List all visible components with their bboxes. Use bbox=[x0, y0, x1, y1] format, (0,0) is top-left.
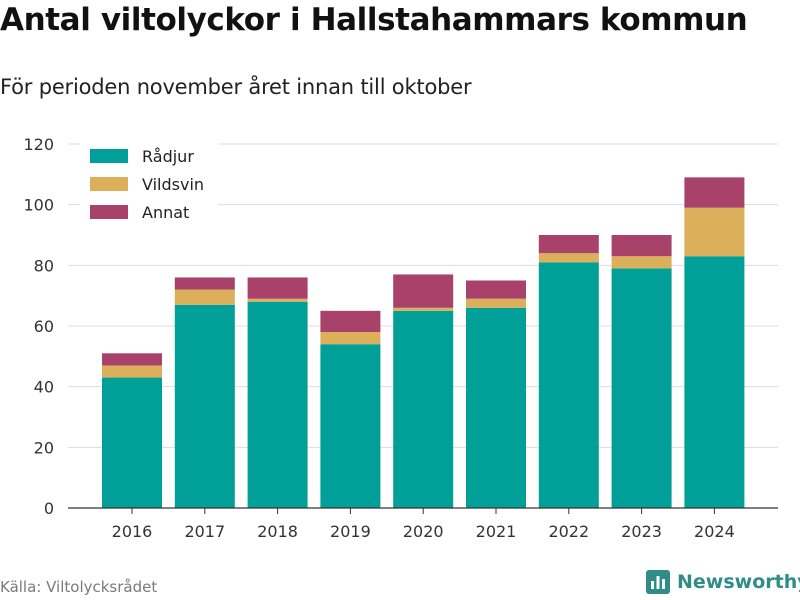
bar-segment-vildsvin-2018 bbox=[247, 298, 308, 302]
bar-segment-rådjur-2020 bbox=[393, 310, 454, 508]
legend-label: Annat bbox=[142, 203, 189, 222]
x-tick-label: 2020 bbox=[403, 522, 444, 541]
x-axis-ticks: 2016 2017 2018 2019 2020 2021 2022 2023 2024 bbox=[112, 508, 735, 541]
x-tick-label: 2024 bbox=[694, 522, 735, 541]
bar-segment-rådjur-2021 bbox=[466, 307, 526, 508]
bar-segment-annat-2017 bbox=[174, 277, 235, 290]
chart-title: Antal viltolyckor i Hallstahammars kommu… bbox=[0, 2, 748, 38]
bar-segment-vildsvin-2022 bbox=[538, 253, 599, 263]
y-tick-label: 120 bbox=[23, 135, 54, 154]
x-tick-label: 2021 bbox=[476, 522, 517, 541]
bar-segment-vildsvin-2016 bbox=[102, 365, 162, 378]
legend: Rådjur Vildsvin Annat bbox=[80, 140, 218, 228]
bar-segment-vildsvin-2023 bbox=[611, 256, 672, 269]
legend-label: Vildsvin bbox=[142, 175, 204, 194]
bar-segment-vildsvin-2024 bbox=[684, 207, 745, 257]
legend-swatch-annat bbox=[90, 205, 128, 219]
bar-segment-vildsvin-2017 bbox=[174, 289, 235, 305]
y-tick-label: 40 bbox=[34, 378, 54, 397]
bar-segment-annat-2023 bbox=[611, 235, 672, 257]
bars bbox=[102, 177, 745, 508]
y-tick-label: 0 bbox=[44, 499, 54, 518]
x-tick-label: 2016 bbox=[112, 522, 153, 541]
legend-swatch-rådjur bbox=[90, 149, 128, 163]
bar-segment-rådjur-2016 bbox=[102, 377, 162, 508]
x-tick-label: 2019 bbox=[330, 522, 371, 541]
chart-subtitle: För perioden november året innan till ok… bbox=[0, 75, 472, 99]
y-axis-ticks: 0 20 40 60 80 100 120 bbox=[23, 135, 54, 518]
bar-segment-annat-2020 bbox=[393, 274, 454, 308]
brand-logo: Newsworthy bbox=[646, 570, 800, 594]
y-tick-label: 80 bbox=[34, 256, 54, 275]
bar-segment-vildsvin-2020 bbox=[393, 307, 454, 311]
bar-segment-annat-2022 bbox=[538, 235, 599, 254]
bar-segment-vildsvin-2021 bbox=[466, 298, 526, 308]
bar-segment-annat-2019 bbox=[320, 310, 381, 333]
x-tick-label: 2022 bbox=[548, 522, 589, 541]
legend-swatch-vildsvin bbox=[90, 177, 128, 191]
x-tick-label: 2023 bbox=[621, 522, 662, 541]
bar-segment-rådjur-2023 bbox=[611, 268, 672, 508]
y-tick-label: 100 bbox=[23, 196, 54, 215]
bar-segment-vildsvin-2019 bbox=[320, 332, 381, 345]
bar-segment-annat-2024 bbox=[684, 177, 745, 208]
bar-segment-annat-2018 bbox=[247, 277, 308, 299]
brand-name: Newsworthy bbox=[677, 571, 800, 593]
x-tick-label: 2017 bbox=[184, 522, 225, 541]
source-note: Källa: Viltolycksrådet bbox=[0, 578, 158, 596]
legend-label: Rådjur bbox=[142, 147, 194, 166]
bar-segment-annat-2016 bbox=[102, 353, 162, 366]
y-tick-label: 60 bbox=[34, 317, 54, 336]
bar-segment-annat-2021 bbox=[466, 280, 526, 299]
x-tick-label: 2018 bbox=[257, 522, 298, 541]
bar-segment-rådjur-2019 bbox=[320, 344, 381, 508]
bar-segment-rådjur-2022 bbox=[538, 262, 599, 508]
bar-segment-rådjur-2018 bbox=[247, 301, 308, 508]
bar-segment-rådjur-2024 bbox=[684, 256, 745, 508]
y-tick-label: 20 bbox=[34, 438, 54, 457]
bar-segment-rådjur-2017 bbox=[174, 304, 235, 508]
bar-chart-logo-icon bbox=[646, 570, 670, 594]
